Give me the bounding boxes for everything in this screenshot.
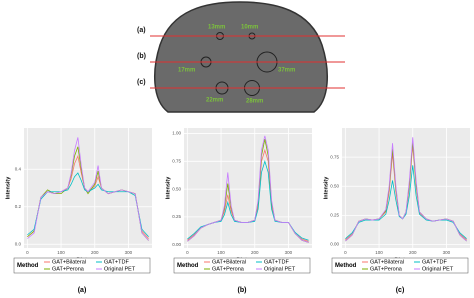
x-tick-label: 300 [443,250,451,255]
x-tick-label: 200 [251,250,259,255]
plot-background [184,128,312,248]
legend-label: GAT+TDF [264,259,289,265]
plot-background [24,128,152,248]
line-series [187,135,309,243]
line-label: (a) [137,27,146,34]
size-label: 17mm [178,68,195,74]
legend-label: Original PET [104,266,136,272]
x-tick-label: 100 [375,250,383,255]
size-label: 22mm [206,98,223,104]
legend-label: GAT+Perona [52,266,85,272]
size-label: 13mm [208,25,225,31]
x-tick-label: 200 [91,250,99,255]
y-tick-label: 0.4 [15,166,22,171]
legend-label: GAT+TDF [104,259,129,265]
legend-label: Original PET [264,266,296,272]
y-axis-title: Intensity [323,176,329,200]
x-tick-label: 300 [285,250,293,255]
plot-background [342,128,470,248]
y-tick-label: 0.25 [172,214,181,219]
legend-title: Method [177,263,199,269]
caption: (b) [238,287,247,294]
y-tick-label: 1.00 [172,131,181,136]
legend-title: Method [335,263,357,269]
y-tick-label: 0.00 [330,242,339,247]
legend-label: GAT+Bilateral [370,259,404,265]
legend-label: GAT+Perona [370,266,403,272]
x-tick-label: 300 [125,250,133,255]
x-tick-label: 0 [186,250,189,255]
legend-title: Method [17,263,39,269]
legend-label: GAT+Bilateral [52,259,86,265]
y-tick-label: 0.00 [172,242,181,247]
line-series [345,137,467,242]
legend-label: GAT+TDF [422,259,447,265]
caption: (c) [396,287,405,294]
y-axis-title: Intensity [5,176,11,200]
x-tick-label: 100 [57,250,65,255]
x-tick-label: 200 [409,250,417,255]
y-tick-label: 0.0 [15,241,22,246]
legend-label: GAT+Bilateral [212,259,246,265]
y-tick-label: 0.75 [330,154,339,159]
x-tick-label: 0 [26,250,29,255]
size-label: 10mm [241,25,258,31]
phantom: (a) (b) (c) 13mm 10mm 17mm 37mm 22mm 28m… [137,1,345,113]
caption: (a) [78,287,87,294]
y-tick-label: 0.50 [172,186,181,191]
line-series [27,137,149,241]
y-tick-label: 0.25 [330,213,339,218]
line-label: (c) [137,79,146,86]
legend-label: GAT+Perona [212,266,245,272]
phantom-body [154,1,328,113]
y-tick-label: 0.75 [172,159,181,164]
size-label: 28mm [246,99,263,105]
y-tick-label: 0.2 [15,204,22,209]
y-tick-label: 0.50 [330,183,339,188]
y-axis-title: Intensity [165,176,171,200]
line-label: (b) [137,53,146,60]
size-label: 37mm [278,68,295,74]
x-tick-label: 100 [217,250,225,255]
legend-label: Original PET [422,266,454,272]
x-tick-label: 0 [344,250,347,255]
line-series [27,172,149,238]
